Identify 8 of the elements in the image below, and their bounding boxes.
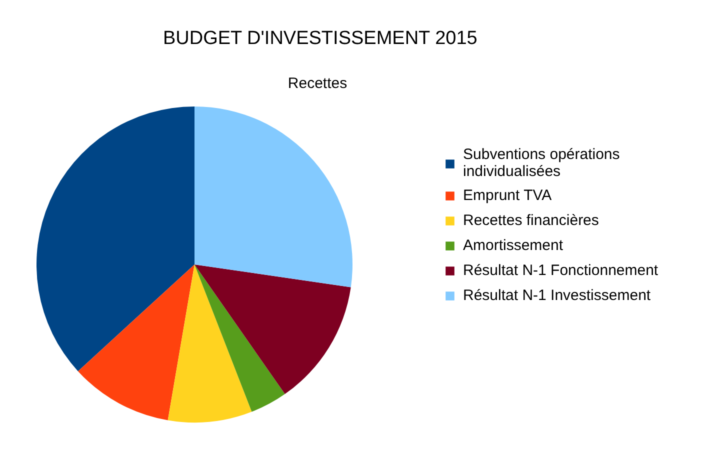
legend-label: Résultat N-1 Investissement — [463, 286, 651, 305]
legend-label: Subventions opérations individualisées — [463, 146, 620, 180]
chart-subtitle: Recettes — [288, 75, 348, 92]
legend-label: Recettes financières — [463, 210, 599, 230]
legend-label: Résultat N-1 Fonctionnement — [463, 260, 658, 280]
legend-label: Emprunt TVA — [463, 186, 552, 205]
legend-label: Amortissement — [463, 236, 564, 255]
chart-title: BUDGET D'INVESTISSEMENT 2015 — [162, 28, 478, 49]
